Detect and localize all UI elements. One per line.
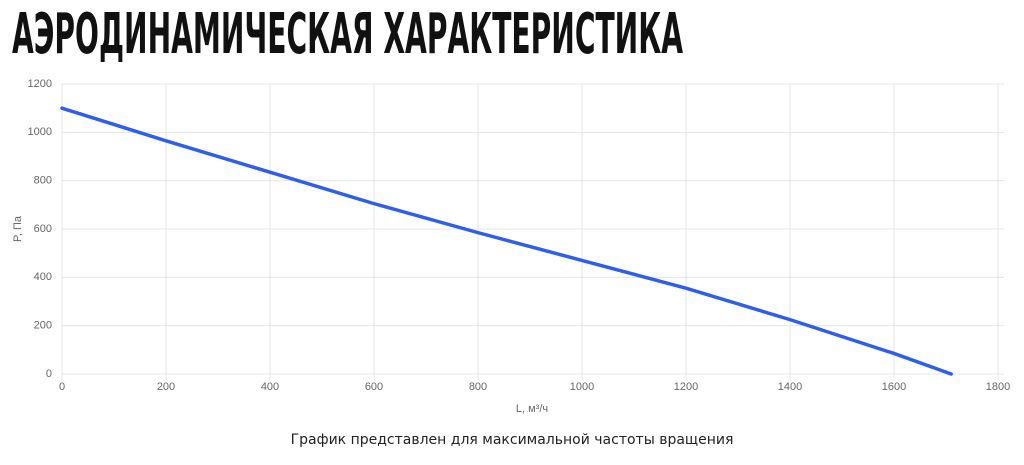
line-series [60, 106, 953, 376]
y-tick-label: 800 [34, 175, 52, 187]
y-tick-label: 200 [34, 320, 52, 332]
x-axis-label: L, м³/ч [516, 403, 548, 415]
y-tick-label: 1000 [28, 126, 52, 138]
y-axis-label: P, Па [12, 215, 24, 242]
x-tick-label: 600 [365, 381, 383, 393]
title: АЭРОДИНАМИЧЕСКАЯ ХАРАКТЕРИСТИКА [12, 2, 683, 67]
footnote: График представлен для максимальной част… [291, 432, 734, 448]
x-tick-label: 1400 [778, 381, 802, 393]
x-tick-label: 1200 [674, 381, 698, 393]
x-tick-label: 1800 [986, 381, 1010, 393]
x-tick-label: 0 [59, 381, 65, 393]
y-tick-label: 0 [46, 368, 52, 380]
y-tick-label: 1200 [28, 78, 52, 90]
y-tick-label: 600 [34, 223, 52, 235]
x-tick-label: 800 [469, 381, 487, 393]
y-tick-label: 400 [34, 271, 52, 283]
x-tick-label: 1000 [570, 381, 594, 393]
x-tick-label: 1600 [882, 381, 906, 393]
x-tick-label: 400 [261, 381, 279, 393]
x-tick-label: 200 [157, 381, 175, 393]
